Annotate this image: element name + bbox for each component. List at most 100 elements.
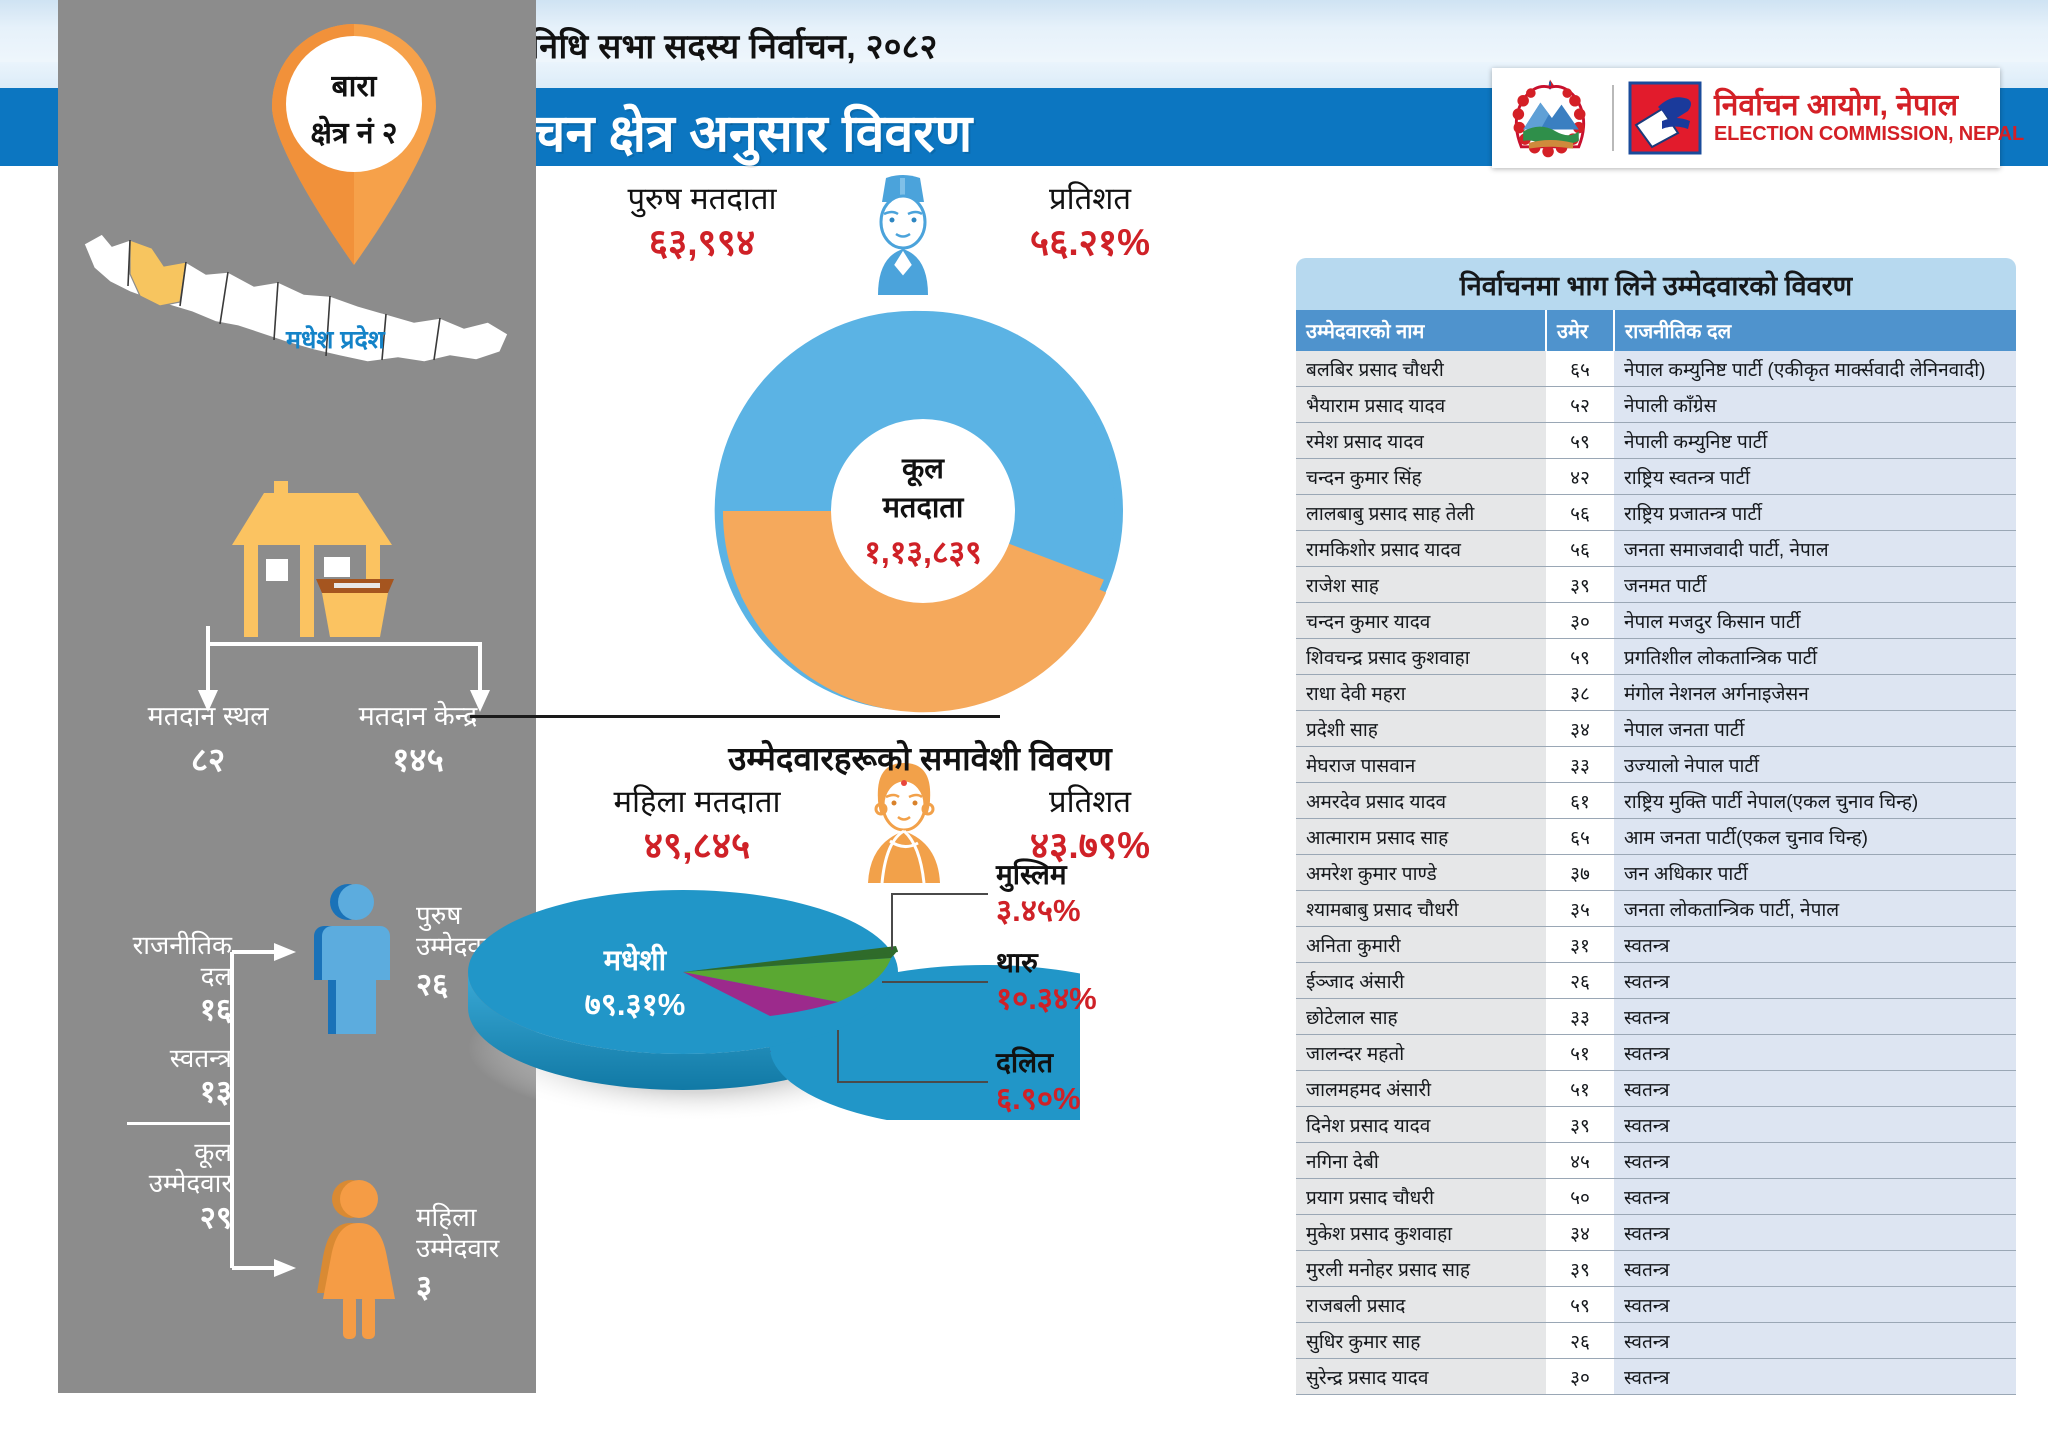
cell-political-party: स्वतन्त्र [1614, 1034, 2016, 1071]
table-row: रमेश प्रसाद यादव ५९ नेपाली कम्युनिष्ट पार्… [1296, 422, 2016, 459]
party-label-line1: राजनीतिक [132, 930, 232, 960]
col-header-age: उमेर [1546, 310, 1615, 351]
section-divider [470, 715, 1000, 718]
col-header-name: उम्मेदवारको नाम [1296, 310, 1547, 351]
table-row: ईञ्जाद अंसारी २६ स्वतन्त्र [1296, 962, 2016, 999]
table-row: राधा देवी महरा ३८ मंगोल नेशनल अर्गनाइजेसन [1296, 674, 2016, 711]
pin-constituency-label: क्षेत्र नं २ [310, 117, 398, 150]
female-pct-label: प्रतिशत [1048, 784, 1132, 819]
female-candidate-icon [317, 1180, 395, 1339]
cell-candidate-age: ३१ [1546, 926, 1614, 963]
cell-candidate-age: २६ [1546, 1322, 1614, 1359]
male-candidate-label1: पुरुष [416, 900, 462, 930]
table-row: जालन्दर महतो ५१ स्वतन्त्र [1296, 1034, 2016, 1071]
cell-political-party: स्वतन्त्र [1614, 1142, 2016, 1179]
party-count-value: १६ [199, 992, 232, 1028]
total-label-line1: कूल [194, 1137, 232, 1168]
cell-political-party: स्वतन्त्र [1614, 1250, 2016, 1287]
total-voter-value: १,१३,८३९ [864, 534, 982, 570]
table-body: बलबिर प्रसाद चौधरी ६५ नेपाल कम्युनिष्ट पार… [1296, 351, 2016, 1395]
ballot-hand-icon [1628, 81, 1702, 155]
cell-candidate-name: अमरदेव प्रसाद यादव [1296, 782, 1546, 819]
table-row: शिवचन्द्र प्रसाद कुशवाहा ५९ प्रगतिशील लोकत… [1296, 638, 2016, 675]
female-pct-stat: प्रतिशत ४३.७९% [960, 783, 1220, 870]
polling-center-stat: मतदान केन्द्र १४५ [323, 700, 513, 781]
pie-callout-tharu: थारु १०.३४% [996, 946, 1097, 1018]
cell-political-party: स्वतन्त्र [1614, 1070, 2016, 1107]
cell-political-party: स्वतन्त्र [1614, 1214, 2016, 1251]
table-row: भैयाराम प्रसाद यादव ५२ नेपाली काँग्रेस [1296, 386, 2016, 423]
col-header-party: राजनीतिक दल [1614, 310, 2016, 351]
election-commission-logo-box: निर्वाचन आयोग, नेपाल ELECTION COMMISSION… [1492, 68, 2024, 168]
male-pct-stat: प्रतिशत ५६.२१% [960, 180, 1220, 267]
cell-candidate-age: ५१ [1546, 1070, 1614, 1107]
cell-candidate-name: चन्दन कुमार यादव [1296, 602, 1546, 639]
cell-political-party: राष्ट्रिय प्रजातन्त्र पार्टी [1614, 494, 2016, 531]
cell-candidate-age: ५९ [1546, 638, 1614, 675]
pin-district-label: बारा [331, 70, 377, 103]
table-row: प्रदेशी साह ३४ नेपाल जनता पार्टी [1296, 710, 2016, 747]
cell-candidate-age: ५६ [1546, 530, 1614, 567]
cell-political-party: नेपाली काँग्रेस [1614, 386, 2016, 423]
left-sidebar: बारा क्षेत्र नं २ मधेश प्रदेश [58, 0, 536, 1393]
cell-candidate-name: ईञ्जाद अंसारी [1296, 962, 1546, 999]
female-candidate-stat: महिला उम्मेदवार ३ [416, 1202, 499, 1307]
table-row: अमरदेव प्रसाद यादव ६१ राष्ट्रिय मुक्ति पार… [1296, 782, 2016, 819]
table-header-row: उम्मेदवारको नाम उमेर राजनीतिक दल [1296, 310, 2016, 351]
cell-political-party: स्वतन्त्र [1614, 1106, 2016, 1143]
pie-chart-title: उम्मेदवारहरूको समावेशी विवरण [728, 740, 1112, 777]
cell-candidate-age: ३५ [1546, 890, 1614, 927]
cell-candidate-name: बलबिर प्रसाद चौधरी [1296, 351, 1546, 387]
cell-candidate-age: ३३ [1546, 746, 1614, 783]
cell-political-party: नेपाल जनता पार्टी [1614, 710, 2016, 747]
cell-political-party: मंगोल नेशनल अर्गनाइजेसन [1614, 674, 2016, 711]
cell-candidate-name: शिवचन्द्र प्रसाद कुशवाहा [1296, 638, 1546, 675]
pie-slice-madhesi-label: मधेशी ७९.३१% [550, 940, 720, 1025]
cell-candidate-name: सुरेन्द्र प्रसाद यादव [1296, 1358, 1546, 1395]
independent-count-value: १३ [199, 1074, 232, 1110]
cell-candidate-age: ५९ [1546, 1286, 1614, 1323]
candidate-table: उम्मेदवारको नाम उमेर राजनीतिक दल बलबिर प… [1296, 310, 2016, 1395]
cell-candidate-name: जालमहमद अंसारी [1296, 1070, 1546, 1107]
cell-candidate-age: ६५ [1546, 818, 1614, 855]
pie-callout-dalit: दलित ६.९०% [996, 1046, 1081, 1118]
female-pct-value: ४३.७९% [1029, 824, 1151, 866]
table-row: नगिना देबी ४५ स्वतन्त्र [1296, 1142, 2016, 1179]
table-row: छोटेलाल साह ३३ स्वतन्त्र [1296, 998, 2016, 1035]
table-row: दिनेश प्रसाद यादव ३९ स्वतन्त्र [1296, 1106, 2016, 1143]
pie-callout-muslim: मुस्लिम ३.४५% [996, 858, 1081, 930]
cell-candidate-age: ३९ [1546, 1250, 1614, 1287]
cell-political-party: स्वतन्त्र [1614, 1358, 2016, 1395]
cell-candidate-age: ३४ [1546, 1214, 1614, 1251]
cell-political-party: स्वतन्त्र [1614, 998, 2016, 1035]
logo-divider [1612, 85, 1614, 151]
table-row: राजेश साह ३९ जनमत पार्टी [1296, 566, 2016, 603]
muslim-name: मुस्लिम [996, 859, 1067, 890]
cell-political-party: स्वतन्त्र [1614, 1286, 2016, 1323]
cell-candidate-name: मुरली मनोहर प्रसाद साह [1296, 1250, 1546, 1287]
male-pct-value: ५६.२१% [1029, 221, 1151, 263]
cell-candidate-name: छोटेलाल साह [1296, 998, 1546, 1035]
cell-candidate-age: ३३ [1546, 998, 1614, 1035]
candidate-table-panel: निर्वाचनमा भाग लिने उम्मेदवारको विवरण उम… [1296, 258, 2016, 1398]
total-voter-label: कूल मतदाता [882, 453, 964, 524]
center-column: पुरुष मतदाता ६३,९९४ प्रतिशत ५६.२१% [468, 170, 1280, 1400]
cell-candidate-name: सुधिर कुमार साह [1296, 1322, 1546, 1359]
cell-candidate-age: ३४ [1546, 710, 1614, 747]
cell-candidate-age: ५९ [1546, 422, 1614, 459]
total-divider [127, 1122, 232, 1126]
cell-candidate-name: भैयाराम प्रसाद यादव [1296, 386, 1546, 423]
independent-label: स्वतन्त्र [169, 1042, 232, 1073]
table-row: श्यामबाबु प्रसाद चौधरी ३५ जनता लोकतान्त्रि… [1296, 890, 2016, 927]
cell-candidate-name: राजेश साह [1296, 566, 1546, 603]
cell-candidate-name: रामकिशोर प्रसाद यादव [1296, 530, 1546, 567]
cell-candidate-name: चन्दन कुमार सिंह [1296, 458, 1546, 495]
tharu-pct: १०.३४% [996, 980, 1097, 1016]
cell-candidate-age: ३८ [1546, 674, 1614, 711]
cell-political-party: जन अधिकार पार्टी [1614, 854, 2016, 891]
cell-candidate-name: मुकेश प्रसाद कुशवाहा [1296, 1214, 1546, 1251]
cell-political-party: आम जनता पार्टी(एकल चुनाव चिन्ह) [1614, 818, 2016, 855]
table-row: जालमहमद अंसारी ५१ स्वतन्त्र [1296, 1070, 2016, 1107]
cell-political-party: राष्ट्रिय मुक्ति पार्टी नेपाल(एकल चुनाव … [1614, 782, 2016, 819]
nepal-map [68, 210, 528, 390]
